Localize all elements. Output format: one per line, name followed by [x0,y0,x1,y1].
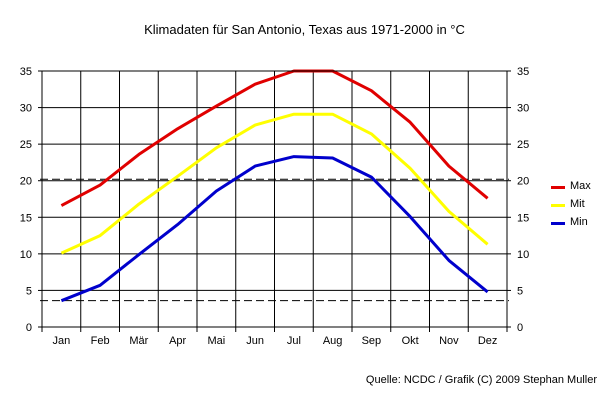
y-tick-label-left: 30 [20,103,32,115]
y-tick-label-left: 25 [20,139,32,151]
y-tick-label-right: 35 [517,66,529,78]
x-tick-label: Jun [246,335,264,347]
x-tick-label: Aug [323,335,343,347]
series-line-min [60,155,489,303]
plot-frame [41,70,508,328]
y-tick-label-right: 10 [517,249,529,261]
source-credit: Quelle: NCDC / Grafik (C) 2009 Stephan M… [365,374,597,386]
y-tick-label-left: 5 [26,285,32,297]
y-tick-label-left: 15 [20,212,32,224]
x-tick-label: Mai [208,335,226,347]
legend-swatch-max [551,186,565,189]
y-tick-label-left: 10 [20,249,32,261]
x-tick-label: Feb [91,335,110,347]
y-tick-label-left: 35 [20,66,32,78]
y-tick-label-right: 25 [517,139,529,151]
x-tick-label: Jan [53,335,71,347]
y-tick-label-right: 15 [517,212,529,224]
x-tick-label: Mär [129,335,148,347]
y-tick-label-left: 0 [26,322,32,334]
y-tick-label-right: 30 [517,103,529,115]
legend-label-min: Min [570,216,588,228]
x-tick-label: Okt [402,335,419,347]
series-line-max [60,69,489,207]
y-tick-label-right: 5 [517,285,523,297]
x-tick-label: Apr [169,335,186,347]
axis-layer: 0 0 5 5 10 10 15 15 20 20 25 25 30 30 35 35 Jan Feb Mär Apr… [20,66,530,347]
legend-label-max: Max [570,180,591,192]
chart-title: Klimadaten für San Antonio, Texas aus 19… [144,22,465,37]
y-tick-label-left: 20 [20,176,32,188]
legend-swatch-min [551,222,565,225]
series-layer [60,69,489,303]
legend-swatch-mit [551,204,565,207]
y-tick-label-right: 0 [517,322,523,334]
series-line-mit [60,112,489,255]
y-tick-label-right: 20 [517,176,529,188]
x-tick-label: Jul [287,335,301,347]
x-tick-label: Sep [362,335,382,347]
legend-label-mit: Mit [570,198,585,210]
x-tick-label: Nov [439,335,459,347]
x-tick-label: Dez [478,335,498,347]
